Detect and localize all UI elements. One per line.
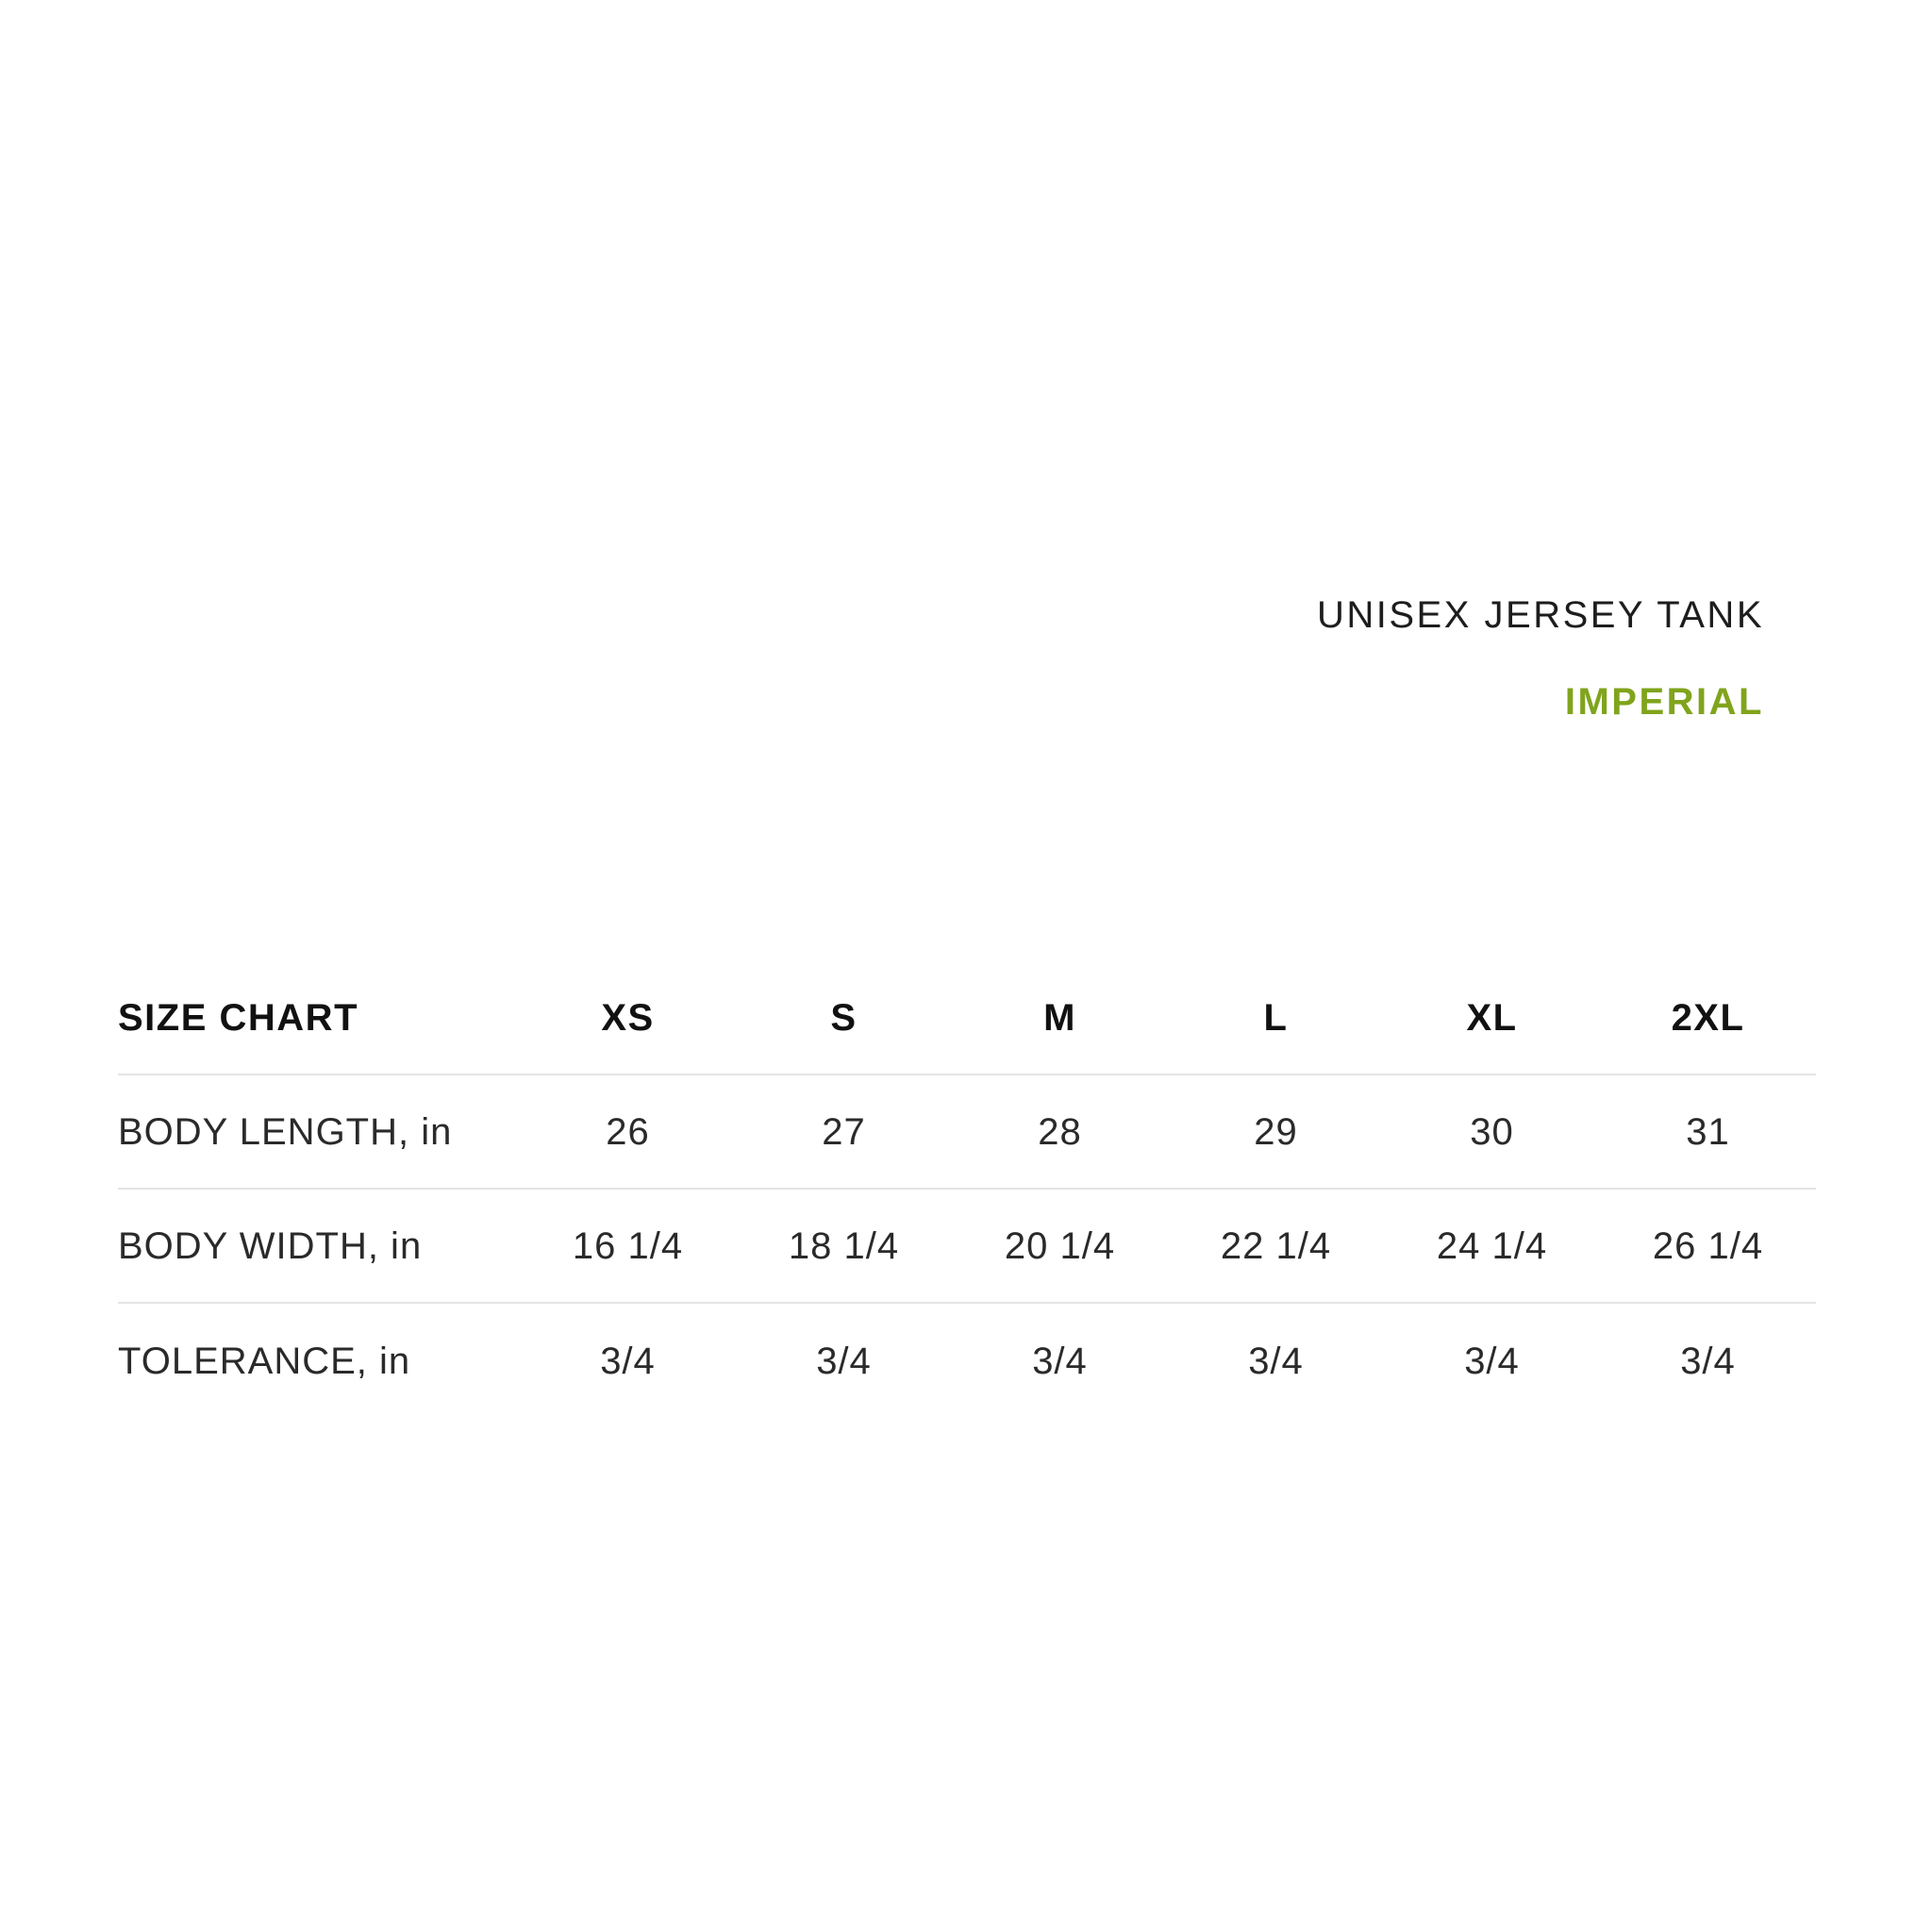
body-width-xl: 24 1/4 [1436,1224,1548,1267]
size-chart-header-row: SIZE CHART XS S M L XL 2XL [118,961,1816,1075]
body-length-xl: 30 [1470,1110,1514,1153]
table-row-body-length: BODY LENGTH, in 26 27 28 29 30 31 [118,1075,1816,1190]
body-length-m: 28 [1038,1110,1082,1153]
body-width-2xl: 26 1/4 [1652,1224,1764,1267]
title-block: UNISEX JERSEY TANK IMPERIAL [1317,596,1764,721]
body-width-s: 18 1/4 [788,1224,900,1267]
body-length-xs: 26 [606,1110,650,1153]
column-header-xs: XS [601,996,655,1039]
column-header-xl: XL [1466,996,1518,1039]
tolerance-xs: 3/4 [600,1340,656,1382]
tolerance-l: 3/4 [1248,1340,1304,1382]
tolerance-m: 3/4 [1032,1340,1088,1382]
table-row-body-width: BODY WIDTH, in 16 1/4 18 1/4 20 1/4 22 1… [118,1190,1816,1304]
body-length-l: 29 [1254,1110,1298,1153]
body-width-l: 22 1/4 [1220,1224,1332,1267]
body-width-m: 20 1/4 [1004,1224,1116,1267]
table-row-tolerance: TOLERANCE, in 3/4 3/4 3/4 3/4 3/4 3/4 [118,1304,1816,1418]
tolerance-s: 3/4 [816,1340,872,1382]
column-header-2xl: 2XL [1671,996,1745,1039]
body-length-2xl: 31 [1686,1110,1730,1153]
size-chart-table: SIZE CHART XS S M L XL 2XL BODY LENGTH, … [118,961,1816,1418]
unit-system-label: IMPERIAL [1564,681,1764,723]
tolerance-2xl: 3/4 [1680,1340,1736,1382]
product-name: UNISEX JERSEY TANK [1316,594,1764,636]
column-header-m: M [1043,996,1076,1039]
row-label: TOLERANCE, in [118,1340,411,1382]
size-chart-title: SIZE CHART [118,996,358,1039]
body-length-s: 27 [822,1110,866,1153]
tolerance-xl: 3/4 [1464,1340,1520,1382]
column-header-s: S [830,996,858,1039]
row-label: BODY LENGTH, in [118,1110,453,1153]
column-header-l: L [1263,996,1289,1039]
body-width-xs: 16 1/4 [572,1224,684,1267]
row-label: BODY WIDTH, in [118,1224,423,1267]
